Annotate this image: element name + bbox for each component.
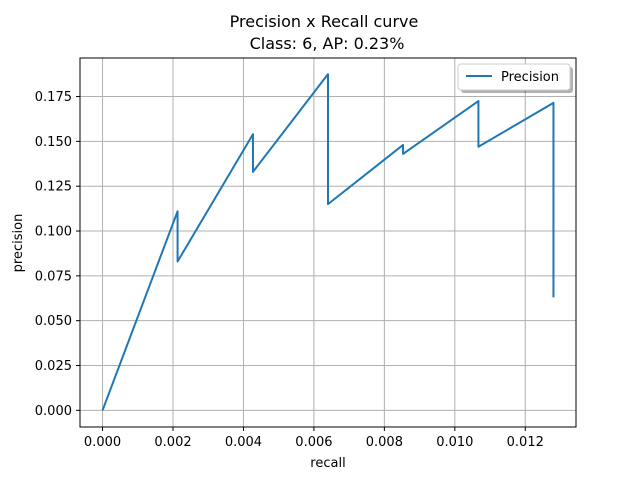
plot-frame: [79, 57, 577, 428]
y-tick-label: 0.125: [35, 180, 72, 195]
x-tick-label: 0.002: [154, 435, 191, 450]
y-tick-label: 0.075: [35, 269, 72, 284]
y-tick-label: 0.100: [35, 225, 72, 240]
x-tick-label: 0.010: [436, 435, 473, 450]
plot-lines: [101, 73, 555, 411]
y-axis-label: precision: [11, 214, 26, 273]
x-tick-label: 0.004: [225, 435, 262, 450]
y-tick-label: 0.150: [35, 135, 72, 150]
legend-box: [457, 63, 571, 91]
legend-label: Precision: [501, 70, 559, 85]
chart-subtitle: Class: 6, AP: 0.23%: [250, 34, 405, 53]
x-tick-label: 0.012: [507, 435, 544, 450]
y-tick-label: 0.025: [35, 359, 72, 374]
ticks: 0.000 0.002 0.004 0.006 0.008 0.010 0.012 0.000…: [35, 90, 544, 450]
y-tick-label: 0.175: [35, 90, 72, 105]
chart-title: Precision x Recall curve: [230, 12, 419, 31]
x-axis-label: recall: [310, 456, 345, 471]
series-line-precision: [101, 73, 555, 411]
x-tick-label: 0.006: [295, 435, 332, 450]
legend: Precision: [457, 63, 573, 93]
y-tick-label: 0.000: [35, 404, 72, 419]
x-tick-label: 0.000: [84, 435, 121, 450]
x-tick-label: 0.008: [366, 435, 403, 450]
y-tick-label: 0.050: [35, 314, 72, 329]
